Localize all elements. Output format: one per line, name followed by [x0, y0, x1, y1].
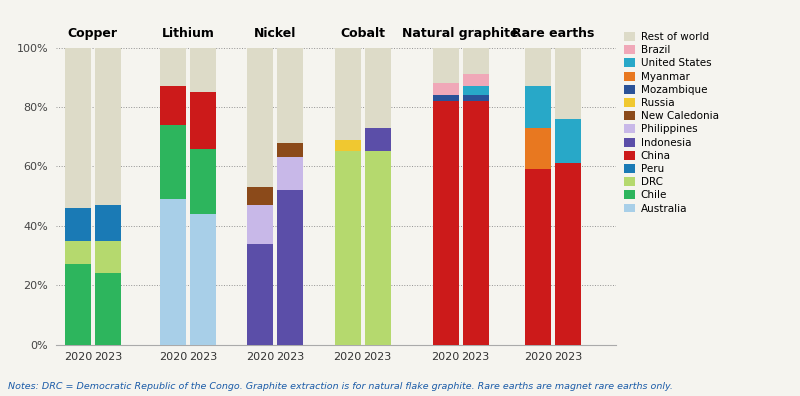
Bar — [555, 48, 582, 119]
Text: 2020: 2020 — [246, 352, 274, 362]
Text: Natural graphite: Natural graphite — [402, 27, 519, 40]
Bar — [433, 101, 458, 345]
Bar — [555, 119, 582, 163]
Bar — [555, 163, 582, 345]
Bar — [190, 148, 216, 214]
Bar — [462, 74, 489, 86]
Text: 2020: 2020 — [159, 352, 187, 362]
Bar — [190, 92, 216, 148]
Bar — [65, 48, 90, 208]
Bar — [95, 273, 121, 345]
Bar — [65, 208, 90, 240]
Bar — [526, 169, 551, 345]
Text: 2020: 2020 — [334, 352, 362, 362]
Text: 2023: 2023 — [554, 352, 582, 362]
Text: 2023: 2023 — [462, 352, 490, 362]
Bar — [334, 151, 361, 345]
Text: Copper: Copper — [68, 27, 118, 40]
Bar — [247, 205, 274, 244]
Bar — [160, 125, 186, 199]
Bar — [334, 48, 361, 139]
Bar — [95, 205, 121, 240]
Bar — [65, 265, 90, 345]
Bar — [278, 48, 303, 143]
Bar — [365, 151, 390, 345]
Text: Rare earths: Rare earths — [512, 27, 594, 40]
Bar — [65, 240, 90, 265]
Bar — [247, 48, 274, 187]
Text: 2020: 2020 — [431, 352, 460, 362]
Text: 2023: 2023 — [94, 352, 122, 362]
Text: 2023: 2023 — [276, 352, 305, 362]
Text: Notes: DRC = Democratic Republic of the Congo. Graphite extraction is for natura: Notes: DRC = Democratic Republic of the … — [8, 382, 673, 391]
Legend: Rest of world, Brazil, United States, Myanmar, Mozambique, Russia, New Caledonia: Rest of world, Brazil, United States, My… — [624, 32, 718, 213]
Text: Cobalt: Cobalt — [340, 27, 385, 40]
Text: 2020: 2020 — [64, 352, 92, 362]
Bar — [160, 199, 186, 345]
Bar — [433, 83, 458, 95]
Bar — [247, 187, 274, 205]
Bar — [334, 139, 361, 151]
Bar — [433, 48, 458, 83]
Bar — [526, 48, 551, 86]
Bar — [247, 244, 274, 345]
Bar — [462, 101, 489, 345]
Text: Nickel: Nickel — [254, 27, 297, 40]
Bar — [278, 157, 303, 190]
Bar — [95, 240, 121, 273]
Bar — [526, 86, 551, 128]
Text: 2023: 2023 — [189, 352, 218, 362]
Bar — [278, 190, 303, 345]
Bar — [462, 48, 489, 74]
Bar — [365, 48, 390, 128]
Bar — [462, 86, 489, 95]
Bar — [526, 128, 551, 169]
Text: Lithium: Lithium — [162, 27, 214, 40]
Bar — [95, 48, 121, 205]
Bar — [160, 86, 186, 125]
Bar — [365, 128, 390, 151]
Text: 2020: 2020 — [524, 352, 553, 362]
Bar — [190, 48, 216, 92]
Text: 2023: 2023 — [363, 352, 392, 362]
Bar — [160, 48, 186, 86]
Bar — [462, 95, 489, 101]
Bar — [190, 214, 216, 345]
Bar — [278, 143, 303, 157]
Bar — [433, 95, 458, 101]
